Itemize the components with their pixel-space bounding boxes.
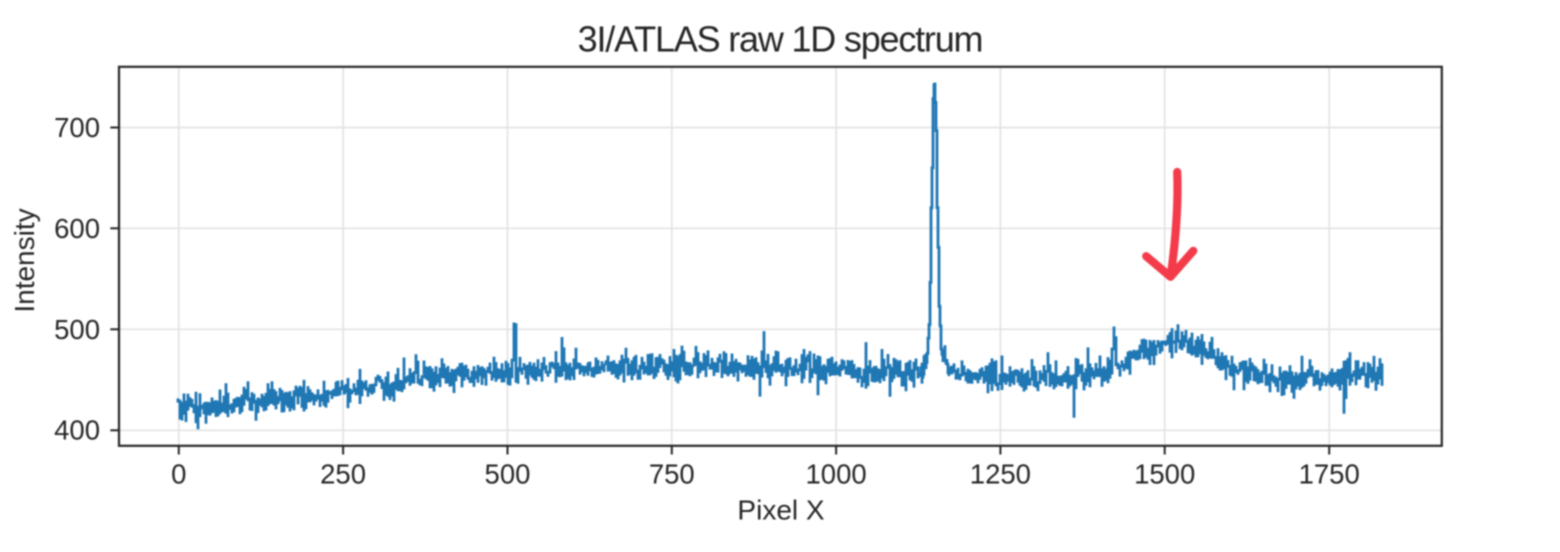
svg-text:750: 750 — [649, 459, 695, 490]
svg-text:500: 500 — [485, 459, 531, 490]
svg-text:1000: 1000 — [806, 459, 867, 490]
svg-text:250: 250 — [320, 459, 366, 490]
svg-text:0: 0 — [171, 459, 186, 490]
svg-text:Intensity: Intensity — [9, 208, 40, 312]
svg-text:1500: 1500 — [1134, 459, 1195, 490]
svg-text:3I/ATLAS raw 1D spectrum: 3I/ATLAS raw 1D spectrum — [578, 18, 983, 59]
svg-text:1250: 1250 — [970, 459, 1031, 490]
svg-text:600: 600 — [54, 213, 100, 244]
svg-text:400: 400 — [54, 415, 100, 446]
svg-text:700: 700 — [54, 112, 100, 143]
svg-text:Pixel X: Pixel X — [737, 495, 824, 526]
svg-text:1750: 1750 — [1299, 459, 1360, 490]
svg-text:500: 500 — [54, 314, 100, 345]
